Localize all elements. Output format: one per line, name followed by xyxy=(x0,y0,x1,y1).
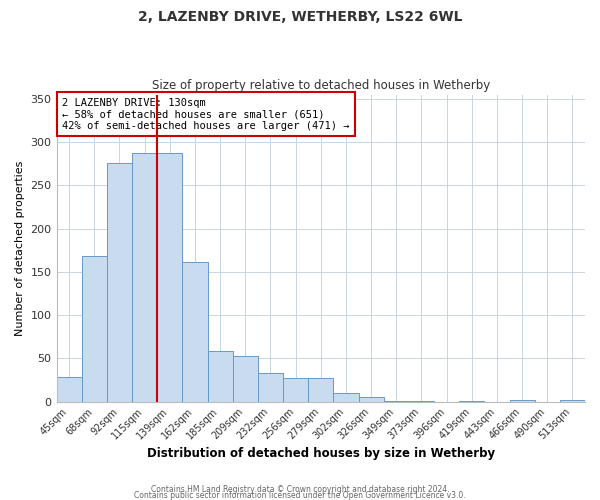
Bar xyxy=(132,152,157,402)
Bar xyxy=(157,154,182,402)
Bar xyxy=(233,356,258,402)
Text: Contains public sector information licensed under the Open Government Licence v3: Contains public sector information licen… xyxy=(134,490,466,500)
Text: Contains HM Land Registry data © Crown copyright and database right 2024.: Contains HM Land Registry data © Crown c… xyxy=(151,484,449,494)
Bar xyxy=(383,401,409,402)
Bar xyxy=(283,378,308,402)
Bar xyxy=(308,378,334,402)
Bar xyxy=(56,376,82,402)
Bar xyxy=(359,398,383,402)
Bar xyxy=(107,163,132,402)
Text: 2, LAZENBY DRIVE, WETHERBY, LS22 6WL: 2, LAZENBY DRIVE, WETHERBY, LS22 6WL xyxy=(138,10,462,24)
Bar xyxy=(459,401,484,402)
X-axis label: Distribution of detached houses by size in Wetherby: Distribution of detached houses by size … xyxy=(147,447,495,460)
Text: 2 LAZENBY DRIVE: 130sqm
← 58% of detached houses are smaller (651)
42% of semi-d: 2 LAZENBY DRIVE: 130sqm ← 58% of detache… xyxy=(62,98,349,131)
Bar xyxy=(334,393,359,402)
Bar xyxy=(560,400,585,402)
Bar xyxy=(409,401,434,402)
Bar xyxy=(82,256,107,402)
Bar xyxy=(208,350,233,402)
Bar xyxy=(509,400,535,402)
Bar xyxy=(258,373,283,402)
Title: Size of property relative to detached houses in Wetherby: Size of property relative to detached ho… xyxy=(152,79,490,92)
Bar xyxy=(182,262,208,402)
Y-axis label: Number of detached properties: Number of detached properties xyxy=(15,160,25,336)
